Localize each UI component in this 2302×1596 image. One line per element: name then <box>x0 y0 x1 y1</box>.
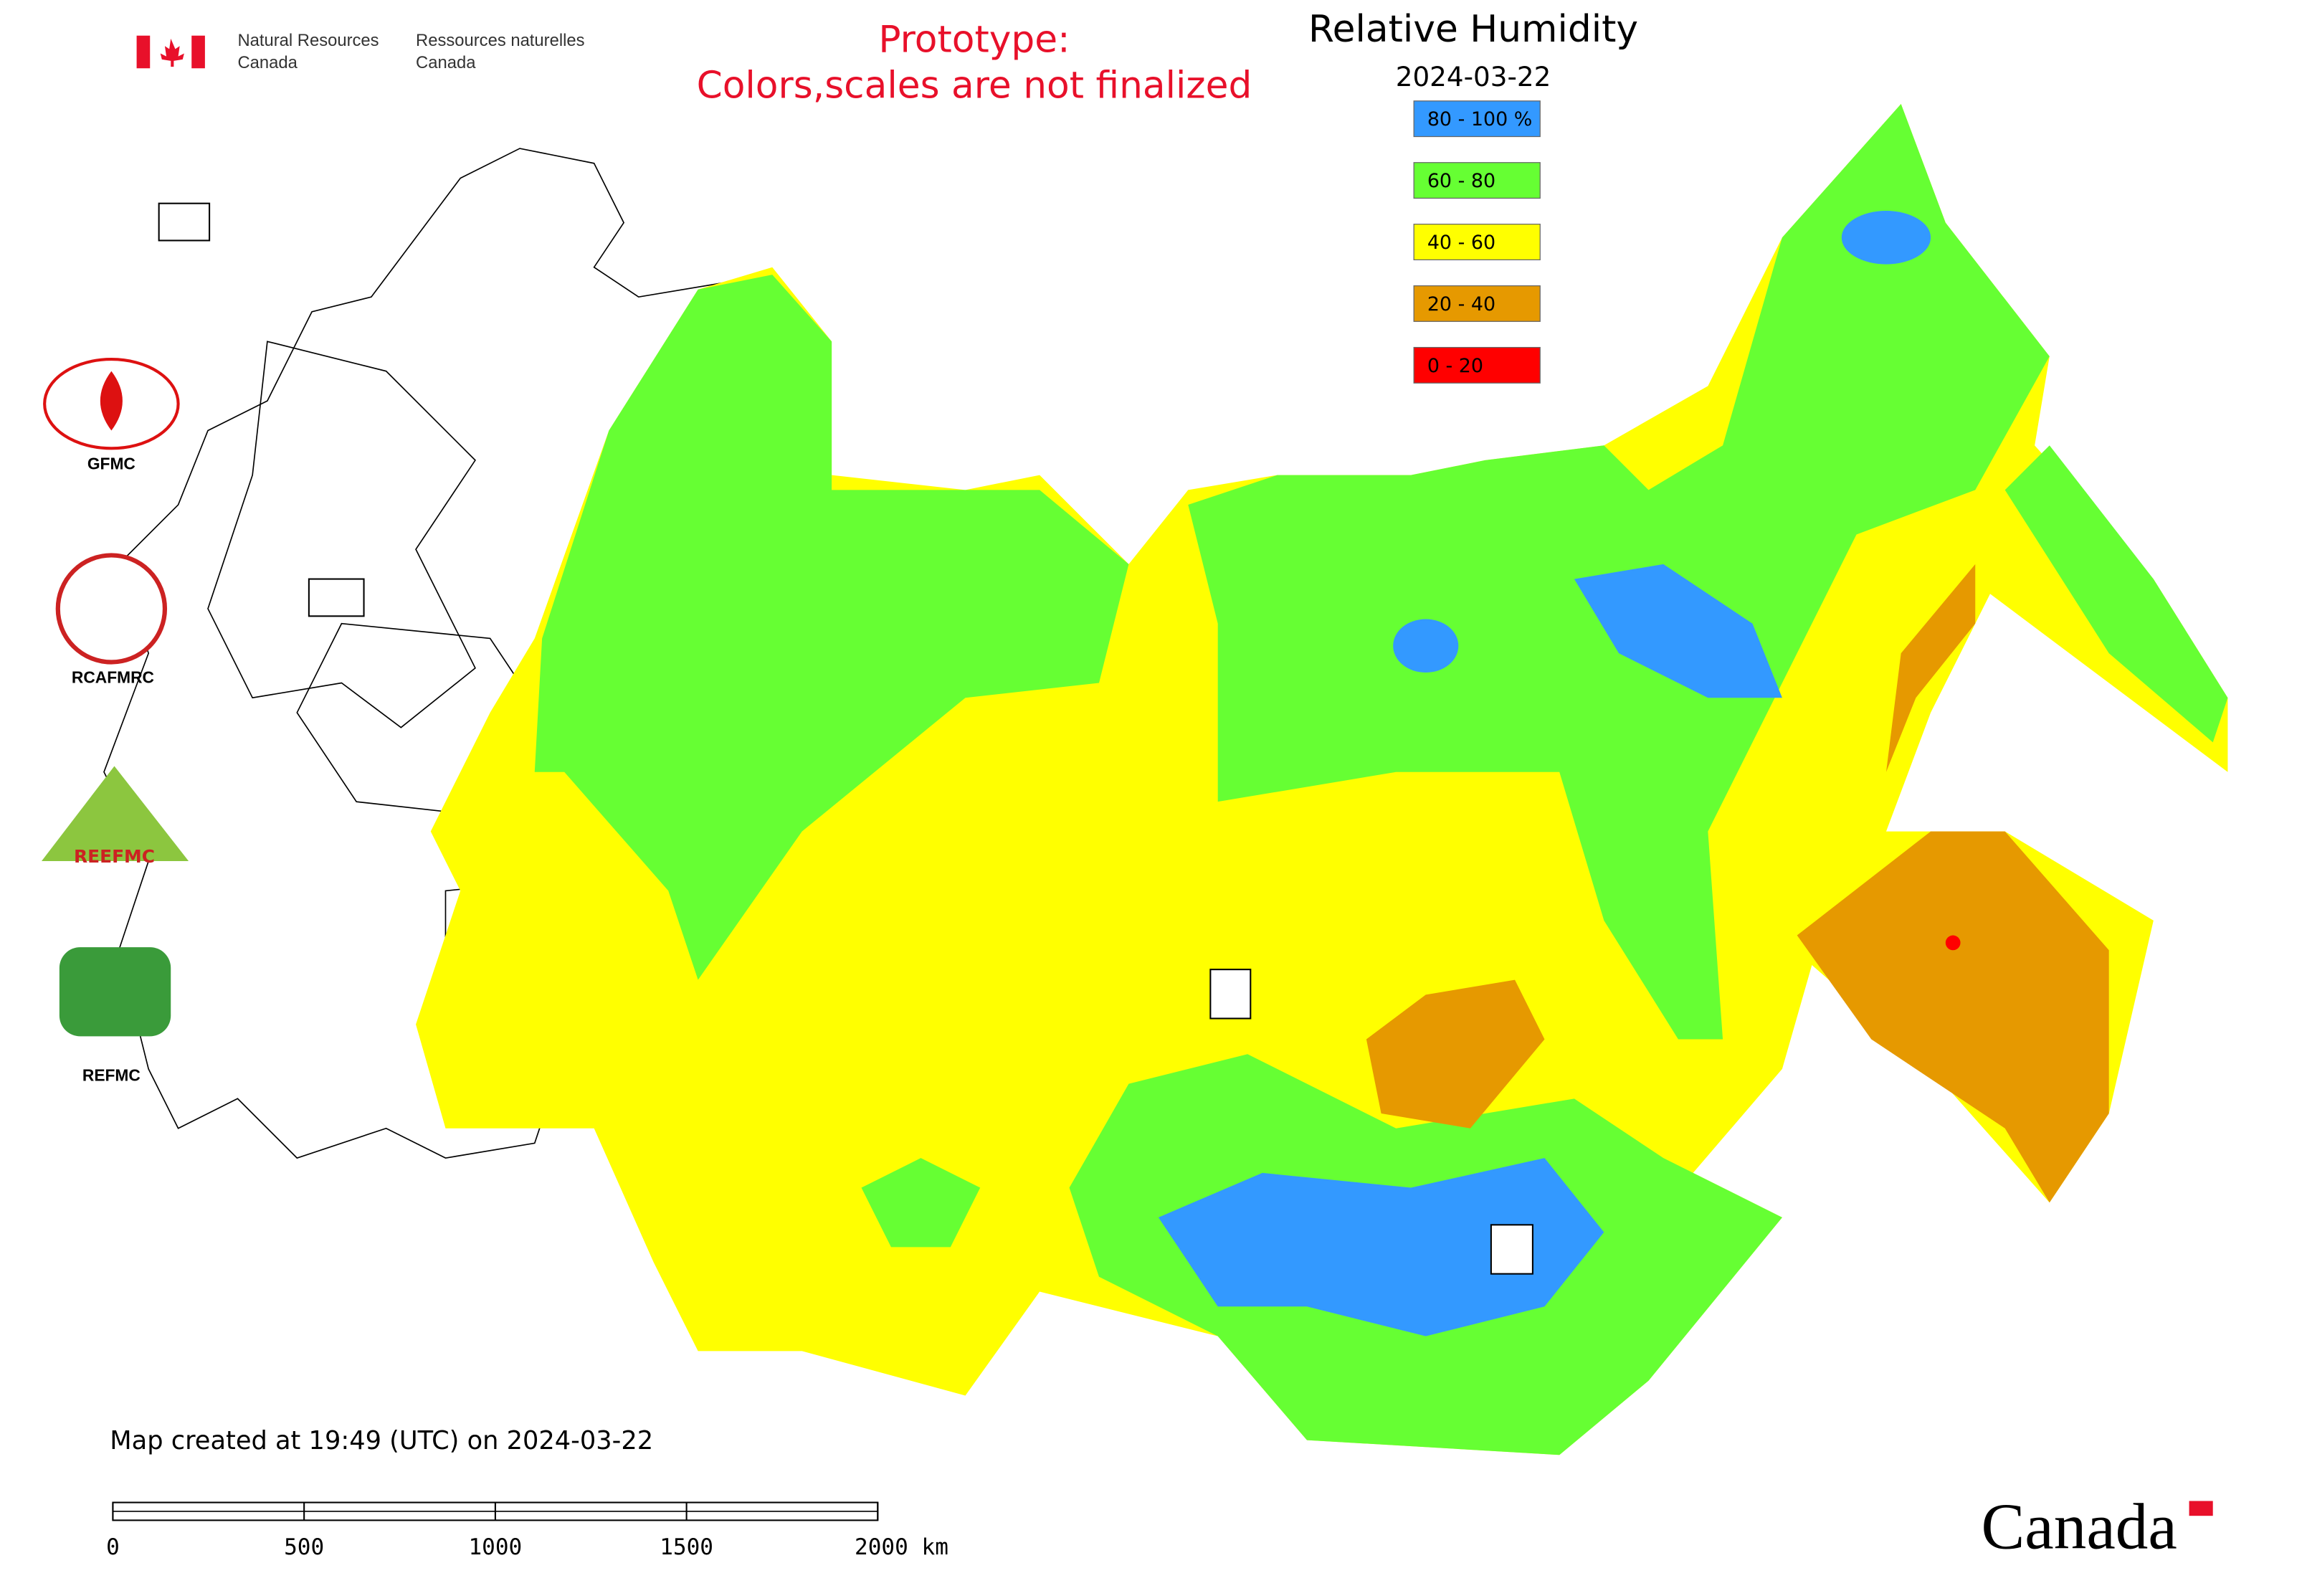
logo-box <box>1209 969 1252 1020</box>
created-note: Map created at 19:49 (UTC) on 2024-03-22 <box>110 1426 653 1455</box>
scale-label: 1000 <box>468 1534 522 1560</box>
prototype-note: Colors,scales are not finalized <box>697 65 1252 108</box>
reefmc-logo-text: REEFMC <box>74 846 155 867</box>
humidity-zone <box>1945 935 1961 951</box>
maple-leaf <box>160 38 184 67</box>
humidity-zone <box>1574 564 1782 698</box>
humidity-zone <box>1393 619 1459 673</box>
legend-swatch <box>1413 224 1541 260</box>
humidity-zone <box>1797 831 2109 1203</box>
flag-bar <box>136 35 151 69</box>
legend-swatch <box>1413 100 1541 138</box>
refmc-logo <box>59 947 171 1037</box>
humidity-zone <box>861 1158 981 1248</box>
logo-box <box>158 202 211 242</box>
logo-label: RCAFMRC <box>72 668 154 687</box>
humidity-zone <box>1366 979 1545 1129</box>
humidity-field <box>416 103 2228 1455</box>
prototype-note: Prototype: <box>878 18 1070 61</box>
rcafmrc-logo <box>55 553 168 665</box>
humidity-zone <box>1885 564 1976 772</box>
humidity-zone <box>534 275 1129 980</box>
agency-en: Natural Resources <box>237 31 379 50</box>
logo-box <box>308 578 365 617</box>
gfmc-logo <box>100 371 123 431</box>
legend-swatch <box>1413 285 1541 322</box>
logo-box <box>1490 1224 1533 1275</box>
scale-bar: 0 500 1000 1500 2000 km <box>106 1501 948 1560</box>
logo-label: REFMC <box>82 1065 141 1084</box>
agency-fr: Canada <box>416 53 476 72</box>
country-outline <box>207 341 476 728</box>
legend: 80 - 100 % 60 - 80 40 - 60 20 - 40 0 - 20 <box>1413 100 1541 384</box>
map-title: Relative Humidity <box>1308 8 1638 51</box>
legend-swatch <box>1413 346 1541 384</box>
legend-label: 60 - 80 <box>1427 170 1495 192</box>
gfmc-logo <box>43 358 180 450</box>
reefmc-logo <box>42 766 189 862</box>
country-outline <box>103 148 774 1159</box>
scale-label: 2000 km <box>855 1534 948 1560</box>
humidity-zone <box>2004 445 2228 743</box>
scale-label: 0 <box>106 1534 120 1560</box>
flag-bar <box>191 35 205 69</box>
legend-label: 0 - 20 <box>1427 355 1483 377</box>
humidity-zone <box>1841 211 1931 265</box>
agency-signature: Natural Resources Canada Ressources natu… <box>136 31 585 72</box>
wordmark-flag <box>2189 1501 2213 1516</box>
agency-fr: Ressources naturelles <box>416 31 585 50</box>
agency-en: Canada <box>237 53 298 72</box>
scale-label: 1500 <box>660 1534 713 1560</box>
canada-wordmark: Canada <box>1982 1491 2177 1563</box>
partner-logos: REEFMC GFMC RCAFMRC REFMC <box>42 202 1533 1275</box>
legend-label: 40 - 60 <box>1427 232 1495 254</box>
logo-label: GFMC <box>87 454 135 472</box>
legend-label: 20 - 40 <box>1427 293 1495 315</box>
legend-label: 80 - 100 % <box>1427 108 1533 130</box>
humidity-zone <box>1158 1158 1604 1336</box>
legend-swatch <box>1413 162 1541 199</box>
map-date: 2024-03-22 <box>1396 61 1551 92</box>
scale-label: 500 <box>284 1534 324 1560</box>
